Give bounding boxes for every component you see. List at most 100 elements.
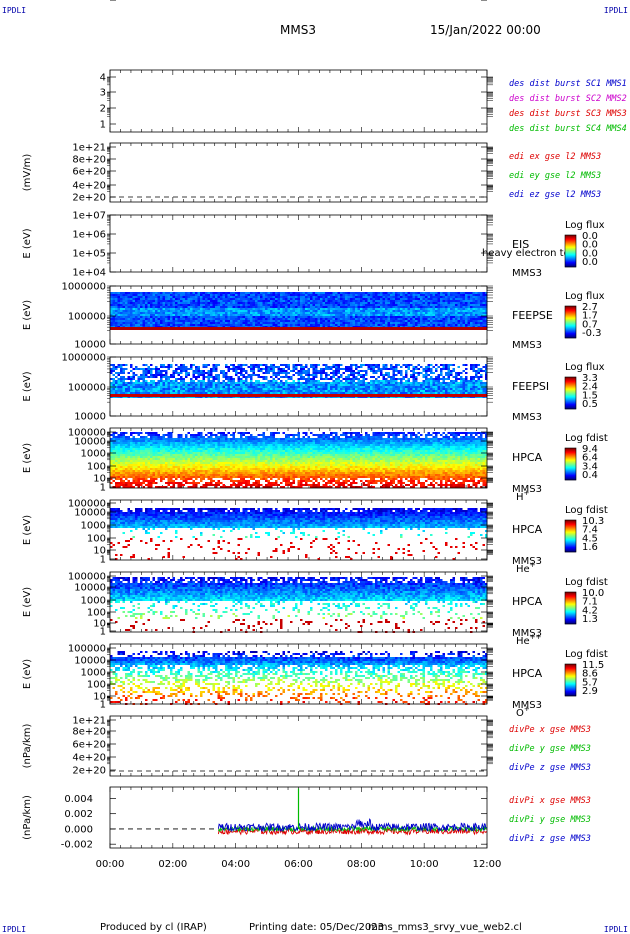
heatmap-cell <box>130 312 133 314</box>
heatmap-cell <box>387 314 390 316</box>
heatmap-cell <box>400 304 403 306</box>
heatmap-cell <box>127 384 130 386</box>
heatmap-cell <box>240 316 243 318</box>
heatmap-cell <box>437 292 440 294</box>
heatmap-cell <box>240 368 243 370</box>
heatmap-cell <box>237 388 240 390</box>
heatmap-cell <box>442 312 445 314</box>
heatmap-cell <box>222 386 225 388</box>
heatmap-cell <box>122 294 125 296</box>
heatmap-cell <box>202 376 205 378</box>
heatmap-cell <box>390 292 393 294</box>
heatmap-cell <box>342 296 345 298</box>
heatmap-cell <box>245 386 248 388</box>
heatmap-cell <box>217 318 220 320</box>
heatmap-cell <box>310 304 313 306</box>
heatmap-cell <box>120 310 123 312</box>
heatmap-cell <box>165 294 168 296</box>
heatmap-cell <box>212 384 215 386</box>
heatmap-cell <box>140 294 143 296</box>
heatmap-cell <box>155 366 158 368</box>
heatmap-cell <box>280 298 283 300</box>
heatmap-cell <box>275 312 278 314</box>
heatmap-cell <box>197 310 200 312</box>
heatmap-cell <box>202 392 205 394</box>
heatmap-cell <box>297 304 300 306</box>
heatmap-cell <box>332 312 335 314</box>
colorbar-cell <box>565 260 576 262</box>
heatmap-cell <box>437 306 440 308</box>
heatmap-cell <box>172 300 175 302</box>
heatmap-cell <box>412 296 415 298</box>
heatmap-cell <box>110 388 113 390</box>
heatmap-cell <box>242 380 245 382</box>
heatmap-cell <box>395 318 398 320</box>
heatmap-cell <box>367 314 370 316</box>
heatmap-cell <box>400 302 403 304</box>
heatmap-cell <box>130 314 133 316</box>
heatmap-cell <box>455 320 458 322</box>
heatmap-cell <box>390 322 393 324</box>
heatmap-cell <box>287 306 290 308</box>
heatmap-cell <box>230 316 233 318</box>
heatmap-cell <box>362 316 365 318</box>
heatmap-cell <box>362 294 365 296</box>
heatmap-cell <box>217 312 220 314</box>
heatmap-cell <box>365 316 368 318</box>
heatmap-cell <box>370 302 373 304</box>
heatmap-cell <box>115 302 118 304</box>
heatmap-cell <box>127 372 130 374</box>
heatmap-cell <box>465 294 468 296</box>
heatmap-cell <box>265 312 268 314</box>
heatmap-cell <box>407 306 410 308</box>
heatmap-cell <box>312 312 315 314</box>
heatmap-cell <box>340 302 343 304</box>
heatmap-cell <box>142 304 145 306</box>
heatmap-cell <box>375 318 378 320</box>
heatmap-cell <box>212 386 215 388</box>
heatmap-cell <box>465 316 468 318</box>
heatmap-cell <box>200 392 203 394</box>
heatmap-cell <box>297 312 300 314</box>
heatmap-cell <box>285 392 288 394</box>
heatmap-cell <box>275 308 278 310</box>
heatmap-cell <box>300 294 303 296</box>
heatmap-cell <box>402 292 405 294</box>
heatmap-cell <box>422 318 425 320</box>
heatmap-cell <box>425 298 428 300</box>
heatmap-cell <box>257 392 260 394</box>
heatmap-cell <box>132 318 135 320</box>
heatmap-cell <box>367 318 370 320</box>
heatmap-cell <box>477 320 480 322</box>
heatmap-cell <box>232 324 235 326</box>
heatmap-cell <box>357 292 360 294</box>
heatmap-cell <box>317 304 320 306</box>
heatmap-cell <box>155 308 158 310</box>
heatmap-cell <box>210 382 213 384</box>
heatmap-cell <box>180 370 183 372</box>
heatmap-cell <box>217 294 220 296</box>
heatmap-cell <box>367 316 370 318</box>
heatmap-cell <box>152 390 155 392</box>
heatmap-cell <box>145 292 148 294</box>
heatmap-cell <box>220 316 223 318</box>
heatmap-cell <box>267 320 270 322</box>
heatmap-cell <box>182 318 185 320</box>
heatmap-cell <box>260 298 263 300</box>
heatmap-cell <box>480 327 483 330</box>
colorbar-cell <box>565 253 576 255</box>
heatmap-cell <box>212 380 215 382</box>
heatmap-cell <box>430 304 433 306</box>
heatmap-cell <box>115 390 118 392</box>
heatmap-cell <box>182 306 185 308</box>
heatmap-cell <box>217 392 220 394</box>
heatmap-cell <box>110 298 113 300</box>
heatmap-cell <box>127 392 130 394</box>
heatmap-cell <box>322 298 325 300</box>
heatmap-cell <box>115 306 118 308</box>
heatmap-cell <box>327 306 330 308</box>
heatmap-cell <box>155 327 158 330</box>
heatmap-cell <box>245 382 248 384</box>
heatmap-cell <box>485 306 488 308</box>
